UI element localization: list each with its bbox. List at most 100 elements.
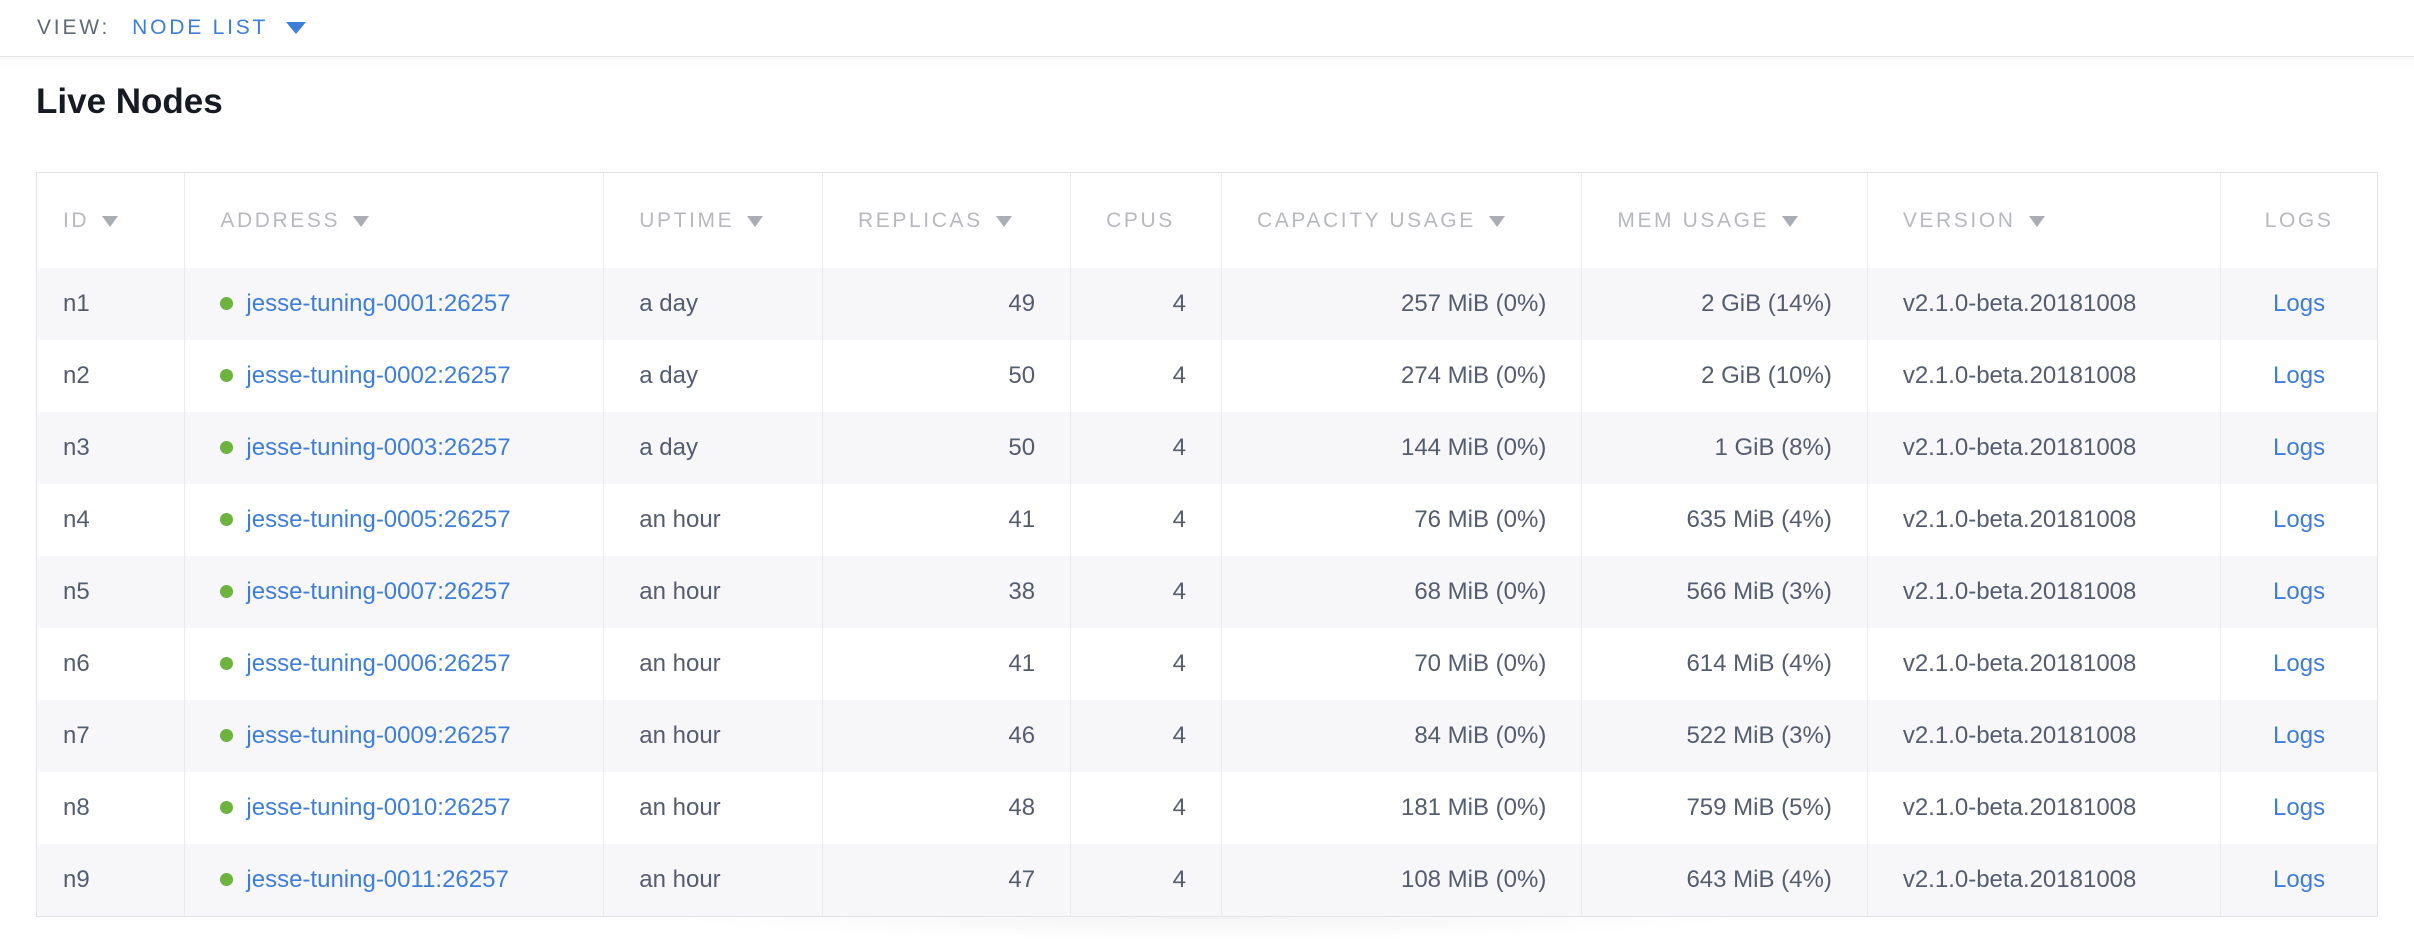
cell-cpus: 4 [1070, 556, 1221, 628]
cell-logs: Logs [2220, 484, 2377, 556]
node-logs-link[interactable]: Logs [2273, 506, 2326, 533]
node-address-link[interactable]: jesse-tuning-0002:26257 [246, 362, 511, 389]
view-label: VIEW: [37, 16, 111, 39]
content-area: Live Nodes ID ADDRESS UPTIME REPLICAS CPUS CA… [0, 57, 2414, 948]
cell-cpus: 4 [1070, 268, 1221, 340]
cell-logs: Logs [2220, 700, 2377, 772]
node-address-link[interactable]: jesse-tuning-0005:26257 [246, 506, 511, 533]
node-address-link[interactable]: jesse-tuning-0011:26257 [246, 866, 509, 893]
table-row: n1 jesse-tuning-0001:26257 a day 49 4 257 MiB… [37, 268, 2377, 340]
cell-id: n4 [37, 484, 185, 556]
table-row: n6 jesse-tuning-0006:26257 an hour 41 4 70 Mi… [37, 628, 2377, 700]
sort-desc-icon [353, 215, 370, 227]
cell-capacity_usage: 274 MiB (0%) [1221, 340, 1582, 412]
cell-cpus: 4 [1070, 340, 1221, 412]
node-live-icon [220, 873, 234, 886]
column-header-id[interactable]: ID [37, 173, 185, 268]
cell-version: v2.1.0-beta.20181008 [1866, 268, 2221, 340]
cell-mem_usage: 2 GiB (14%) [1581, 268, 1867, 340]
table-row: n7 jesse-tuning-0009:26257 an hour 46 4 84 Mi… [37, 700, 2377, 772]
column-header-logs: LOGS [2220, 173, 2377, 268]
cell-capacity_usage: 70 MiB (0%) [1221, 628, 1582, 700]
cell-uptime: a day [603, 412, 823, 484]
node-address-link[interactable]: jesse-tuning-0010:26257 [246, 794, 511, 821]
cell-capacity_usage: 76 MiB (0%) [1221, 484, 1582, 556]
cell-logs: Logs [2220, 772, 2377, 844]
column-header-label: ID [63, 208, 90, 232]
node-logs-link[interactable]: Logs [2273, 650, 2326, 677]
node-live-icon [220, 657, 234, 670]
node-live-icon [220, 369, 234, 382]
node-logs-link[interactable]: Logs [2273, 866, 2326, 893]
cell-uptime: a day [603, 340, 823, 412]
node-live-icon [220, 585, 234, 598]
node-live-icon [220, 513, 234, 526]
cell-capacity_usage: 84 MiB (0%) [1221, 700, 1582, 772]
cell-id: n5 [37, 556, 185, 628]
cell-cpus: 4 [1070, 628, 1221, 700]
column-header-label: ADDRESS [220, 208, 341, 232]
cell-logs: Logs [2220, 556, 2377, 628]
cell-version: v2.1.0-beta.20181008 [1866, 844, 2221, 916]
cell-replicas: 48 [822, 772, 1071, 844]
cell-mem_usage: 566 MiB (3%) [1581, 556, 1867, 628]
node-logs-link[interactable]: Logs [2273, 794, 2326, 821]
table-header-row: ID ADDRESS UPTIME REPLICAS CPUS CAPACITY USAG… [37, 173, 2377, 268]
cell-capacity_usage: 144 MiB (0%) [1221, 412, 1582, 484]
sort-desc-icon [747, 215, 764, 227]
cell-version: v2.1.0-beta.20181008 [1866, 412, 2221, 484]
sort-desc-icon [1488, 215, 1505, 227]
cell-uptime: an hour [603, 484, 823, 556]
cell-replicas: 41 [822, 484, 1071, 556]
cell-version: v2.1.0-beta.20181008 [1866, 484, 2221, 556]
cell-replicas: 50 [822, 340, 1071, 412]
cell-version: v2.1.0-beta.20181008 [1866, 628, 2221, 700]
sort-desc-icon [1782, 215, 1799, 227]
column-header-mem_usage[interactable]: MEM USAGE [1581, 173, 1867, 268]
column-header-label: REPLICAS [858, 208, 983, 232]
cell-id: n3 [37, 412, 185, 484]
node-logs-link[interactable]: Logs [2273, 362, 2326, 389]
column-header-capacity_usage[interactable]: CAPACITY USAGE [1221, 173, 1582, 268]
node-address-link[interactable]: jesse-tuning-0001:26257 [246, 290, 511, 317]
cell-uptime: an hour [603, 700, 823, 772]
column-header-cpus: CPUS [1070, 173, 1221, 268]
column-header-label: MEM USAGE [1617, 208, 1770, 232]
node-address-link[interactable]: jesse-tuning-0006:26257 [246, 650, 511, 677]
node-logs-link[interactable]: Logs [2273, 434, 2326, 461]
view-selector-dropdown[interactable]: NODE LIST [132, 16, 307, 40]
cell-address: jesse-tuning-0001:26257 [184, 268, 604, 340]
cell-address: jesse-tuning-0011:26257 [184, 844, 604, 916]
node-address-link[interactable]: jesse-tuning-0003:26257 [246, 434, 511, 461]
node-address-link[interactable]: jesse-tuning-0009:26257 [246, 722, 511, 749]
sort-desc-icon [2028, 215, 2045, 227]
column-header-replicas[interactable]: REPLICAS [822, 173, 1071, 268]
caret-down-icon [286, 22, 307, 34]
cell-uptime: an hour [603, 556, 823, 628]
table-row: n9 jesse-tuning-0011:26257 an hour 47 4 108 M… [37, 844, 2377, 916]
table-body: n1 jesse-tuning-0001:26257 a day 49 4 257 MiB… [37, 268, 2377, 916]
node-logs-link[interactable]: Logs [2273, 722, 2326, 749]
column-header-label: CAPACITY USAGE [1257, 208, 1476, 232]
column-header-address[interactable]: ADDRESS [184, 173, 604, 268]
table-row: n4 jesse-tuning-0005:26257 an hour 41 4 76 Mi… [37, 484, 2377, 556]
cell-replicas: 50 [822, 412, 1071, 484]
cell-version: v2.1.0-beta.20181008 [1866, 556, 2221, 628]
node-logs-link[interactable]: Logs [2273, 290, 2326, 317]
column-header-version[interactable]: VERSION [1866, 173, 2221, 268]
cell-id: n2 [37, 340, 185, 412]
cell-id: n9 [37, 844, 185, 916]
node-live-icon [220, 297, 234, 310]
cell-address: jesse-tuning-0006:26257 [184, 628, 604, 700]
live-nodes-table: ID ADDRESS UPTIME REPLICAS CPUS CAPACITY USAG… [36, 172, 2378, 917]
cell-address: jesse-tuning-0005:26257 [184, 484, 604, 556]
node-logs-link[interactable]: Logs [2273, 578, 2326, 605]
cell-capacity_usage: 68 MiB (0%) [1221, 556, 1582, 628]
node-address-link[interactable]: jesse-tuning-0007:26257 [246, 578, 511, 605]
cell-replicas: 41 [822, 628, 1071, 700]
cell-cpus: 4 [1070, 484, 1221, 556]
column-header-uptime[interactable]: UPTIME [603, 173, 823, 268]
cell-version: v2.1.0-beta.20181008 [1866, 340, 2221, 412]
cell-mem_usage: 614 MiB (4%) [1581, 628, 1867, 700]
